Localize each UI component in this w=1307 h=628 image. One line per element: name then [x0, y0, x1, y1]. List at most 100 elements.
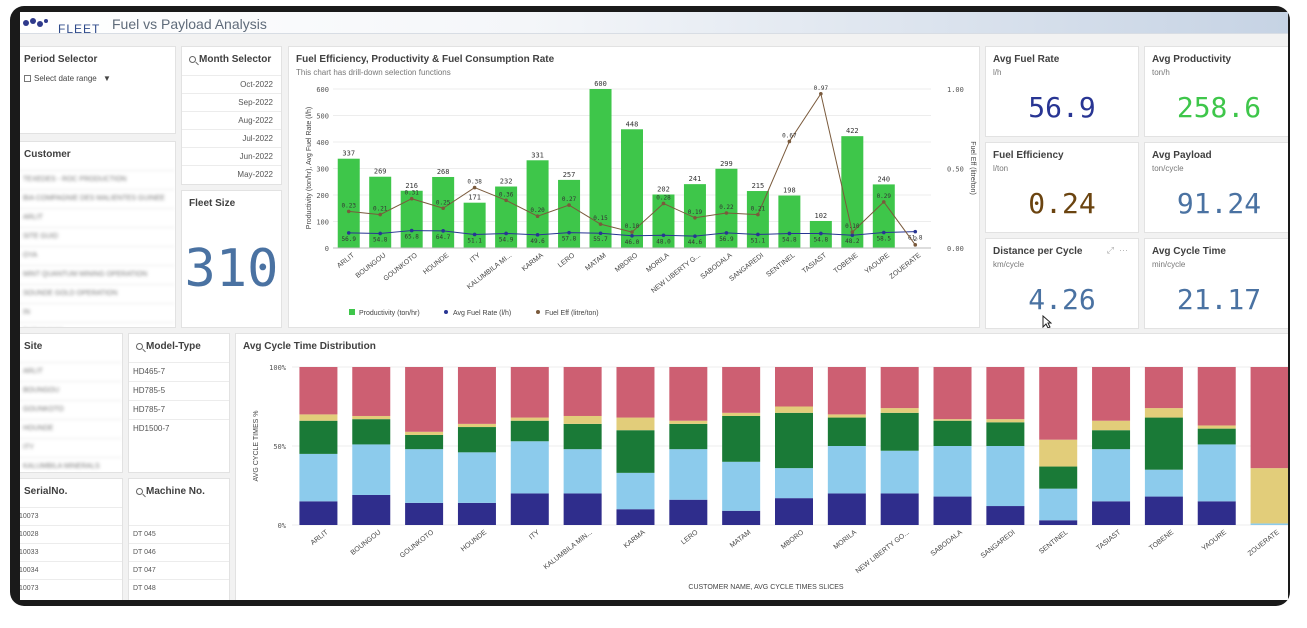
month-item[interactable]: Aug-2022: [182, 111, 281, 129]
machine-item[interactable]: DT 045: [129, 525, 229, 543]
fuel-eff-point: [598, 222, 603, 226]
cycle-segment: [510, 493, 549, 525]
fuel-eff-label: 2: [913, 236, 917, 243]
productivity-bar: [621, 129, 643, 248]
customer-item[interactable]: OYA: [20, 246, 175, 264]
cycle-segment: [722, 415, 761, 462]
cycle-segment: [827, 417, 866, 446]
fleet-size-card: Fleet Size 310: [181, 190, 282, 328]
cycle-segment: [405, 502, 444, 525]
model-item[interactable]: HD1500-7: [129, 419, 229, 437]
site-item[interactable]: HOUNDE: [20, 419, 122, 437]
model-item[interactable]: HD465-7: [129, 362, 229, 380]
cycle-segment: [880, 412, 919, 451]
cycle-segment: [1144, 469, 1183, 497]
x-tick-label: TASIAST: [801, 252, 828, 276]
machine-item[interactable]: DT 047: [129, 561, 229, 579]
fuel-eff-label: 0.15: [593, 215, 608, 222]
bar-value-label: 202: [657, 185, 670, 193]
serial-item[interactable]: 10034: [20, 561, 122, 579]
x-tick-label: MBORO: [614, 252, 640, 274]
machine-filter-title: Machine No.: [136, 486, 205, 497]
serial-item[interactable]: 10073: [20, 579, 122, 597]
bar-value-label: 171: [468, 194, 481, 202]
cycle-segment: [616, 367, 655, 418]
expand-icon[interactable]: ⤢: [1106, 245, 1114, 255]
fuel-eff-label: 0.21: [373, 206, 388, 213]
x-tick-label: TASIAST: [1095, 529, 1122, 553]
site-item[interactable]: KALUMBILA MINERALS: [20, 457, 122, 472]
cycle-segment: [405, 367, 444, 432]
cycle-segment: [510, 420, 549, 442]
site-item[interactable]: ARLIT: [20, 362, 122, 380]
cycle-segment: [880, 367, 919, 409]
cycle-segment: [722, 412, 761, 416]
customer-item[interactable]: SOUNDE GOLD OPERATION: [20, 284, 175, 302]
month-item[interactable]: Sep-2022: [182, 93, 281, 111]
cycle-segment: [457, 502, 496, 525]
customer-item[interactable]: IN: [20, 303, 175, 321]
site-item[interactable]: GOUNKOTO: [20, 400, 122, 418]
site-item[interactable]: BOUNGOU: [20, 381, 122, 399]
machine-item[interactable]: DT 048: [129, 579, 229, 597]
cycle-segment: [299, 414, 338, 421]
productivity-bar: [715, 168, 738, 248]
kpi-card-fuel-efficiency: Fuel Efficiency l/ton 0.24: [985, 142, 1139, 233]
month-item[interactable]: Jul-2022: [182, 129, 281, 147]
cycle-segment: [1197, 425, 1236, 429]
cycle-segment: [352, 444, 391, 495]
cycle-segment: [827, 414, 866, 418]
cycle-segment: [986, 419, 1025, 423]
customer-item[interactable]: BIA COMPAGNIE DES MALIENTES GUINEE: [20, 189, 175, 207]
serial-item[interactable]: 10028: [20, 525, 122, 543]
fuel-eff-point: [409, 196, 414, 201]
machine-item[interactable]: DT 046: [129, 543, 229, 561]
kpi-title: Avg Payload: [1152, 150, 1212, 161]
customer-item[interactable]: MINT QUANTUM MINING OPERATION: [20, 265, 175, 283]
month-item[interactable]: Jun-2022: [182, 147, 281, 165]
customer-item[interactable]: SITE GUID: [20, 227, 175, 245]
cycle-segment: [299, 501, 338, 525]
month-item[interactable]: Oct-2022: [182, 75, 281, 93]
fuel-rate-label: 56.9: [342, 236, 357, 243]
fuel-rate-label: 55.7: [593, 236, 608, 243]
y-tick-label: 100: [316, 219, 329, 227]
cycle-segment: [405, 434, 444, 450]
bar-value-label: 337: [342, 150, 355, 158]
fuel-rate-label: 51.1: [467, 237, 482, 244]
cycle-segment: [775, 406, 813, 413]
site-item[interactable]: ITY: [20, 438, 122, 456]
more-options-icon[interactable]: ⋯: [1118, 245, 1128, 255]
customer-item[interactable]: TEXEDES - ROC PRODUCTION: [20, 170, 175, 188]
cycle-segment: [1144, 367, 1183, 409]
kpi-title: Avg Fuel Rate: [993, 54, 1060, 65]
y-tick-label: 400: [316, 139, 329, 147]
fuel-eff-point: [630, 230, 634, 234]
calendar-icon: [24, 75, 31, 82]
month-item[interactable]: May-2022: [182, 165, 281, 183]
search-icon: [189, 56, 196, 63]
cycle-segment: [880, 450, 919, 494]
fuel-rate-label: 54.8: [782, 236, 797, 243]
fuel-eff-label: 0.38: [467, 179, 482, 186]
cycle-segment: [616, 417, 655, 431]
bar-value-label: 331: [531, 151, 544, 159]
cycle-segment: [669, 420, 708, 424]
productivity-bar: [369, 176, 392, 248]
fuel-rate-point: [661, 233, 666, 238]
stacked-chart: 0% 50% 100% AVG CYCLE TIMES % ARLIT BOUNGOU GO…: [253, 364, 1288, 591]
customer-item[interactable]: BARAKAHAL: [20, 322, 175, 327]
serial-item[interactable]: 10033: [20, 543, 122, 561]
serial-item[interactable]: 10073: [20, 507, 122, 525]
customer-item[interactable]: ARLIT: [20, 208, 175, 226]
page-title: Fuel vs Payload Analysis: [112, 16, 267, 32]
model-item[interactable]: HD785-5: [129, 381, 229, 399]
x-tick-label: SANGAREDI: [728, 252, 765, 283]
model-item[interactable]: HD785-7: [129, 400, 229, 418]
x-tick-label: MORILA: [645, 252, 671, 274]
fuel-rate-label: 48.0: [656, 238, 671, 245]
date-range-picker[interactable]: Select date range ▼: [24, 74, 111, 83]
fuel-rate-point: [504, 231, 508, 236]
x-tick-label: KARMA: [521, 252, 545, 273]
x-tick-label: SENTINEL: [1038, 529, 1069, 556]
